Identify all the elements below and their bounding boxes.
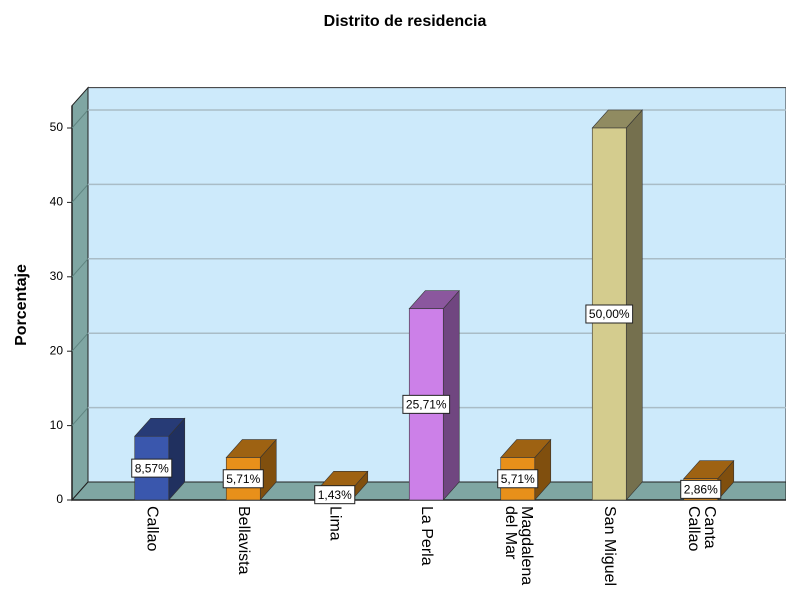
value-label: 5,71%	[497, 469, 539, 489]
value-label-text: 50,00%	[589, 307, 630, 321]
y-tick-label: 0	[56, 492, 63, 506]
grid-line	[71, 109, 89, 129]
value-label-box	[585, 304, 634, 324]
side-wall	[71, 86, 89, 502]
value-label: 50,00%	[585, 304, 634, 324]
value-label: 5,71%	[222, 469, 264, 489]
value-label-box	[131, 458, 173, 478]
value-label-text: 8,57%	[135, 461, 169, 475]
value-label: 1,43%	[314, 485, 356, 505]
value-label-box	[222, 469, 264, 489]
x-tick-label: Lima	[327, 506, 344, 541]
value-label: 25,71%	[402, 394, 451, 414]
x-tick-label: Magdalenadel Mar	[502, 506, 535, 585]
value-label: 8,57%	[131, 458, 173, 478]
x-tick-label: La Perla	[418, 506, 435, 566]
value-label-text: 25,71%	[406, 398, 447, 412]
y-axis-title: Porcentaje	[13, 264, 30, 346]
y-tick-label: 30	[50, 269, 64, 283]
x-tick-label-line: Magdalena	[518, 506, 535, 585]
value-label-box	[680, 479, 722, 499]
y-tick-label: 20	[50, 343, 64, 357]
x-tick-label: CantaCallao	[685, 506, 718, 551]
y-tick-label: 40	[50, 195, 64, 209]
value-label-box	[314, 485, 356, 505]
value-label-text: 5,71%	[226, 472, 260, 486]
value-label-text: 2,86%	[684, 483, 718, 497]
value-label-box	[497, 469, 539, 489]
grid-line	[71, 184, 89, 203]
value-label-text: 5,71%	[501, 472, 535, 486]
value-label: 2,86%	[680, 479, 722, 499]
grid-line	[71, 407, 89, 426]
value-label-text: 1,43%	[318, 488, 352, 502]
x-tick-label-line: Canta	[701, 506, 718, 549]
grid-line	[71, 332, 89, 352]
x-tick-label: San Miguel	[601, 506, 618, 586]
x-tick-label: Bellavista	[235, 506, 252, 575]
x-tick-label-line: del Mar	[502, 506, 519, 560]
y-tick-label: 10	[50, 418, 64, 432]
grid-line	[71, 258, 89, 278]
y-tick-label: 50	[50, 120, 64, 134]
value-label-box	[402, 394, 451, 414]
chart-title: Distrito de residencia	[324, 13, 487, 30]
x-tick-label: Callao	[144, 506, 161, 551]
x-tick-label-line: Callao	[685, 506, 702, 551]
